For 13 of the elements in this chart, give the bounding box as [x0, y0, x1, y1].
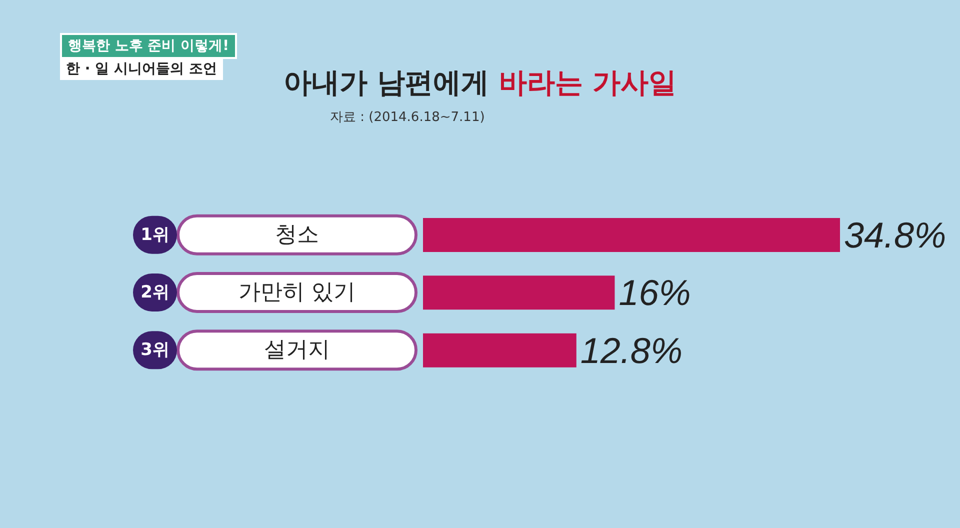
y-tick-label: 설거지: [264, 338, 330, 363]
y-tick-label: 청소: [275, 222, 319, 248]
data-label: 16%: [618, 272, 691, 314]
chart-title: 아내가 남편에게 바라는 가사일: [283, 66, 677, 99]
y-tick-label: 가만히 있기: [238, 280, 356, 305]
rank-badge: 1위: [133, 216, 177, 254]
data-label: 12.8%: [580, 330, 682, 371]
text: 한 · 일 시니어들의 조언: [60, 58, 223, 80]
rank-badge: 2위: [133, 274, 177, 312]
text: 자료 : (2014.6.18~7.11): [330, 109, 485, 126]
data-label: 34.8%: [844, 214, 946, 256]
rank-badge: 3위: [133, 331, 177, 370]
text: 행복한 노후 준비 이렇게!: [60, 33, 238, 59]
